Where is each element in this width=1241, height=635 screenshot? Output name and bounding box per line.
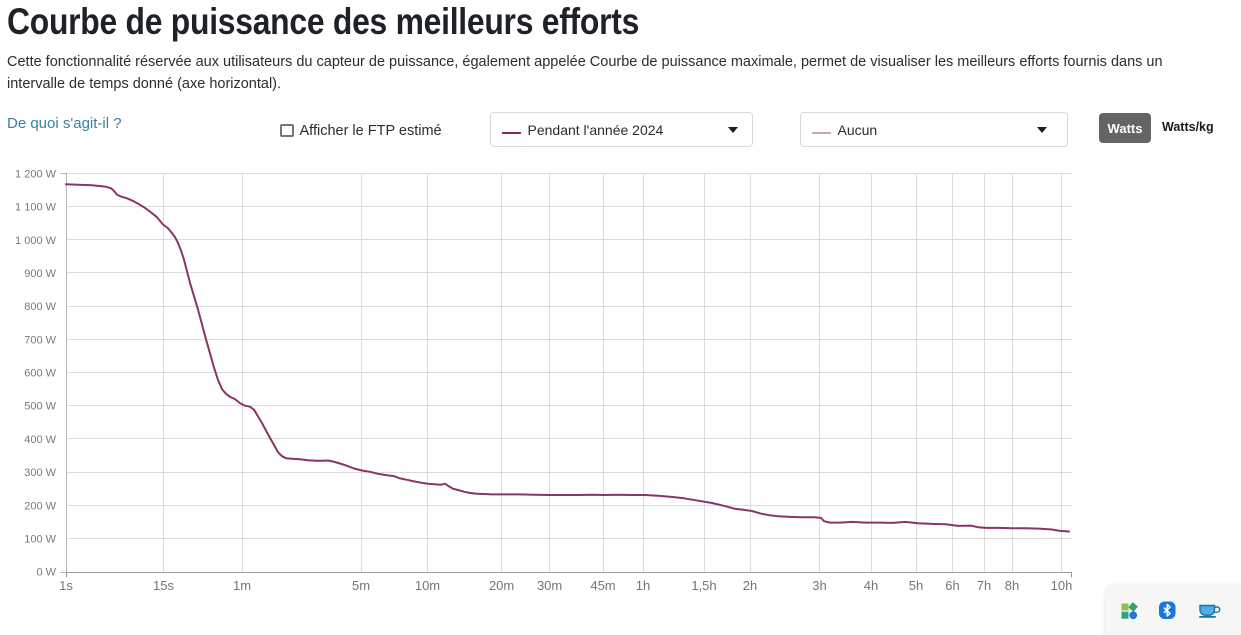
svg-text:500 W: 500 W (24, 401, 56, 413)
svg-text:1s: 1s (59, 578, 73, 593)
svg-text:100 W: 100 W (24, 534, 56, 546)
svg-text:200 W: 200 W (24, 500, 56, 512)
svg-text:6h: 6h (945, 578, 959, 593)
svg-text:1 200 W: 1 200 W (15, 168, 57, 180)
svg-text:20m: 20m (489, 578, 514, 593)
svg-text:5m: 5m (352, 578, 370, 593)
svg-text:1m: 1m (233, 578, 251, 593)
svg-text:1 100 W: 1 100 W (15, 202, 57, 214)
svg-text:0 W: 0 W (36, 567, 56, 579)
svg-text:1,5h: 1,5h (691, 578, 716, 593)
svg-text:5h: 5h (909, 578, 923, 593)
svg-text:1 000 W: 1 000 W (15, 235, 57, 247)
svg-text:15s: 15s (153, 578, 174, 593)
svg-text:10m: 10m (415, 578, 440, 593)
svg-text:400 W: 400 W (24, 434, 56, 446)
svg-text:1h: 1h (636, 578, 650, 593)
svg-text:7h: 7h (977, 578, 991, 593)
svg-text:700 W: 700 W (24, 334, 56, 346)
svg-text:8h: 8h (1005, 578, 1019, 593)
svg-text:2h: 2h (743, 578, 757, 593)
svg-text:800 W: 800 W (24, 301, 56, 313)
svg-text:300 W: 300 W (24, 467, 56, 479)
svg-text:4h: 4h (864, 578, 878, 593)
svg-text:45m: 45m (590, 578, 615, 593)
svg-text:900 W: 900 W (24, 268, 56, 280)
svg-text:10h: 10h (1051, 578, 1073, 593)
svg-text:30m: 30m (537, 578, 562, 593)
svg-text:3h: 3h (812, 578, 826, 593)
svg-text:600 W: 600 W (24, 368, 56, 380)
